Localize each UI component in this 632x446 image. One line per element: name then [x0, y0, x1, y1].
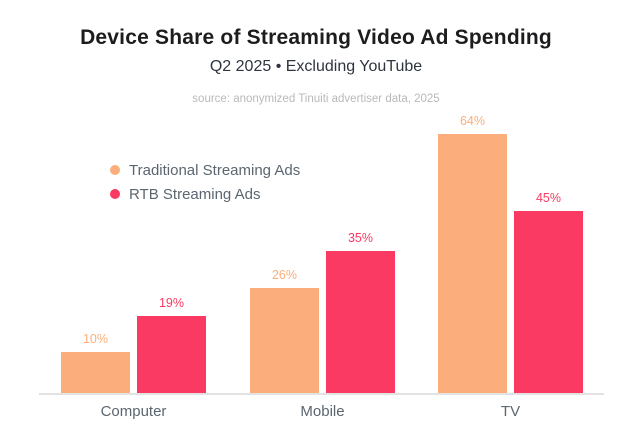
- bar-rtb-mobile: [326, 251, 395, 393]
- category-label: TV: [500, 403, 521, 420]
- bar-value-label: 45%: [535, 191, 562, 205]
- chart-subtitle: Q2 2025 • Excluding YouTube: [209, 58, 423, 75]
- bar-value-label: 26%: [271, 268, 298, 282]
- legend-label: Traditional Streaming Ads: [129, 161, 301, 179]
- bar-traditional-tv: [438, 134, 507, 393]
- bar-traditional-computer: [61, 352, 130, 393]
- plot-area: 10% 19% Computer 26% 35% Mobile 64% 45% TV: [39, 114, 604, 420]
- legend-item-rtb: RTB Streaming Ads: [110, 182, 300, 206]
- bar-value-label: 35%: [347, 231, 374, 245]
- bar-rtb-tv: [514, 211, 583, 393]
- bar-value-label: 19%: [158, 296, 185, 310]
- category-label: Computer: [100, 403, 167, 420]
- legend-swatch-circle-icon: [110, 189, 120, 199]
- category-label: Mobile: [300, 403, 345, 420]
- chart-legend: Traditional Streaming Ads RTB Streaming …: [110, 158, 300, 206]
- x-axis-line: [39, 393, 604, 395]
- chart-title: Device Share of Streaming Video Ad Spend…: [80, 26, 552, 49]
- bar-group-computer: 10% 19% Computer: [61, 120, 206, 420]
- bar-traditional-mobile: [250, 288, 319, 393]
- legend-swatch-circle-icon: [110, 165, 120, 175]
- bar-value-label: 10%: [82, 332, 109, 346]
- bar-value-label: 64%: [459, 114, 486, 128]
- legend-item-traditional: Traditional Streaming Ads: [110, 158, 300, 182]
- bar-group-mobile: 26% 35% Mobile: [250, 120, 395, 420]
- legend-label: RTB Streaming Ads: [129, 185, 261, 203]
- chart-source-note: source: anonymized Tinuiti advertiser da…: [192, 93, 440, 105]
- bar-group-tv: 64% 45% TV: [438, 114, 583, 420]
- bar-rtb-computer: [137, 316, 206, 393]
